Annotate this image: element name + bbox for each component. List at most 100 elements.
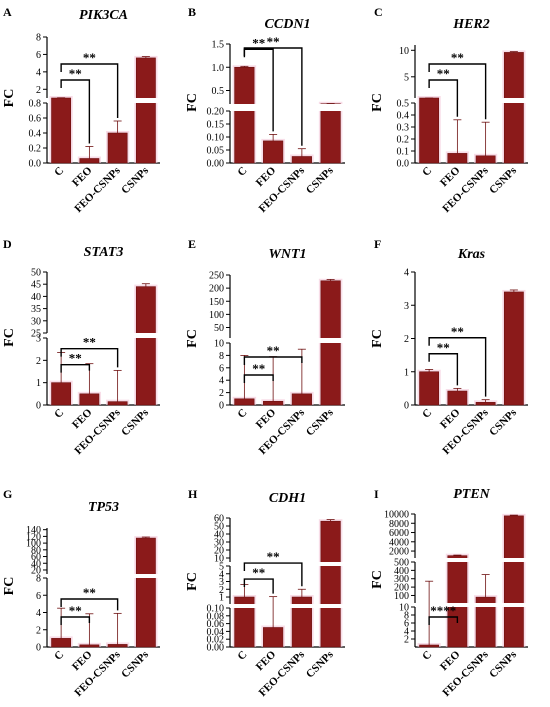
y-axis-label: FC xyxy=(2,328,17,347)
y-tick-label: 250 xyxy=(209,271,224,282)
y-tick-label: 40 xyxy=(214,530,224,541)
bar xyxy=(135,286,156,406)
y-tick-label: 2000 xyxy=(389,547,409,558)
axis-break-gap xyxy=(501,98,527,103)
y-tick-label: 500 xyxy=(394,558,409,569)
bar xyxy=(503,291,524,406)
bar xyxy=(419,371,440,406)
significance-bracket xyxy=(60,347,119,368)
y-tick-label: 8 xyxy=(219,351,224,362)
y-tick-label: 0 xyxy=(219,401,224,412)
y-tick-label: 30 xyxy=(214,538,224,549)
significance-label: ** xyxy=(267,549,280,564)
y-tick-label: 2 xyxy=(219,388,224,399)
y-tick-label: 20 xyxy=(31,565,41,576)
x-tick-label: CSNPs xyxy=(487,648,519,680)
x-tick-label: C xyxy=(52,165,66,179)
y-tick-label: 0 xyxy=(404,401,409,412)
bar xyxy=(79,393,100,406)
x-tick-label: FEO xyxy=(254,164,279,189)
y-tick-label: 0.3 xyxy=(397,123,410,134)
bar xyxy=(263,140,284,164)
panel-letter: E xyxy=(188,237,196,251)
significance-label: ** xyxy=(69,603,82,618)
x-tick-label: C xyxy=(420,407,434,421)
axis-break-gap xyxy=(133,333,159,338)
y-tick-label: 25 xyxy=(31,329,41,340)
y-tick-label: 4 xyxy=(36,67,41,78)
y-tick-label: 1 xyxy=(219,593,224,604)
bar xyxy=(51,382,72,406)
y-axis-label: FC xyxy=(185,329,200,348)
y-tick-label: 35 xyxy=(31,304,41,315)
y-tick-label: 5 xyxy=(404,72,409,83)
bar xyxy=(51,638,72,648)
x-tick-label: FEO xyxy=(70,164,95,189)
x-tick-label: CSNPs xyxy=(119,406,151,438)
y-tick-label: 8 xyxy=(404,611,409,622)
y-axis-label: FC xyxy=(2,89,17,108)
y-tick-label: 6000 xyxy=(389,528,409,539)
y-tick-label: 3 xyxy=(219,577,224,588)
axis-break-gap xyxy=(133,574,159,578)
chart-title: Kras xyxy=(457,247,486,262)
significance-label: ** xyxy=(252,361,265,376)
significance-label: ** xyxy=(267,343,280,358)
x-tick-label: CSNPs xyxy=(487,164,519,196)
bar xyxy=(320,520,341,648)
bar xyxy=(263,400,284,406)
y-tick-label: 0.10 xyxy=(207,133,225,144)
bar xyxy=(419,97,440,164)
y-tick-label: 1 xyxy=(36,378,41,389)
chart-title: STAT3 xyxy=(84,245,124,260)
x-tick-label: CSNPs xyxy=(304,164,336,196)
bar xyxy=(291,156,312,164)
y-tick-label: 3 xyxy=(404,301,409,312)
bar xyxy=(79,644,100,648)
bar xyxy=(320,103,341,164)
y-tick-label: 0.00 xyxy=(207,159,225,170)
x-tick-label: CSNPs xyxy=(119,648,151,680)
y-tick-label: 10 xyxy=(399,603,409,614)
x-tick-label: FEO xyxy=(70,406,95,431)
y-axis-label: FC xyxy=(370,93,385,112)
y-tick-label: 100 xyxy=(26,539,41,550)
x-tick-label: FEO xyxy=(438,406,463,431)
y-tick-label: 0.1 xyxy=(397,147,410,158)
significance-bracket xyxy=(428,79,459,117)
significance-bracket xyxy=(428,616,459,625)
bar xyxy=(234,66,255,164)
y-tick-label: 2 xyxy=(404,334,409,345)
y-tick-label: 50 xyxy=(214,323,224,334)
x-tick-label: C xyxy=(420,649,434,663)
significance-bracket xyxy=(60,363,91,373)
bar xyxy=(234,398,255,406)
y-tick-label: 40 xyxy=(31,559,41,570)
chart-title: CCDN1 xyxy=(265,17,311,32)
y-tick-label: 0.4 xyxy=(397,111,410,122)
bar xyxy=(79,158,100,164)
y-tick-label: 400 xyxy=(394,566,409,577)
y-tick-label: 30 xyxy=(31,316,41,327)
significance-label: ** xyxy=(451,50,464,65)
significance-label: ** xyxy=(83,335,96,350)
y-tick-label: 1.5 xyxy=(212,40,225,51)
significance-label: ** xyxy=(252,35,265,50)
y-axis-label: FC xyxy=(185,572,200,591)
significance-bracket xyxy=(60,616,91,625)
y-tick-label: 8 xyxy=(36,574,41,585)
y-tick-label: 10 xyxy=(214,339,224,350)
y-tick-label: 0.15 xyxy=(207,120,225,131)
significance-label: ** xyxy=(69,351,82,366)
y-tick-label: 0.0 xyxy=(397,159,410,170)
axis-break-gap xyxy=(289,604,315,608)
y-tick-label: 50 xyxy=(31,268,41,279)
y-tick-label: 4 xyxy=(219,569,224,580)
significance-label: ** xyxy=(83,585,96,600)
bar xyxy=(475,155,496,164)
x-tick-label: FEO xyxy=(438,164,463,189)
significance-label: ** xyxy=(437,340,450,355)
